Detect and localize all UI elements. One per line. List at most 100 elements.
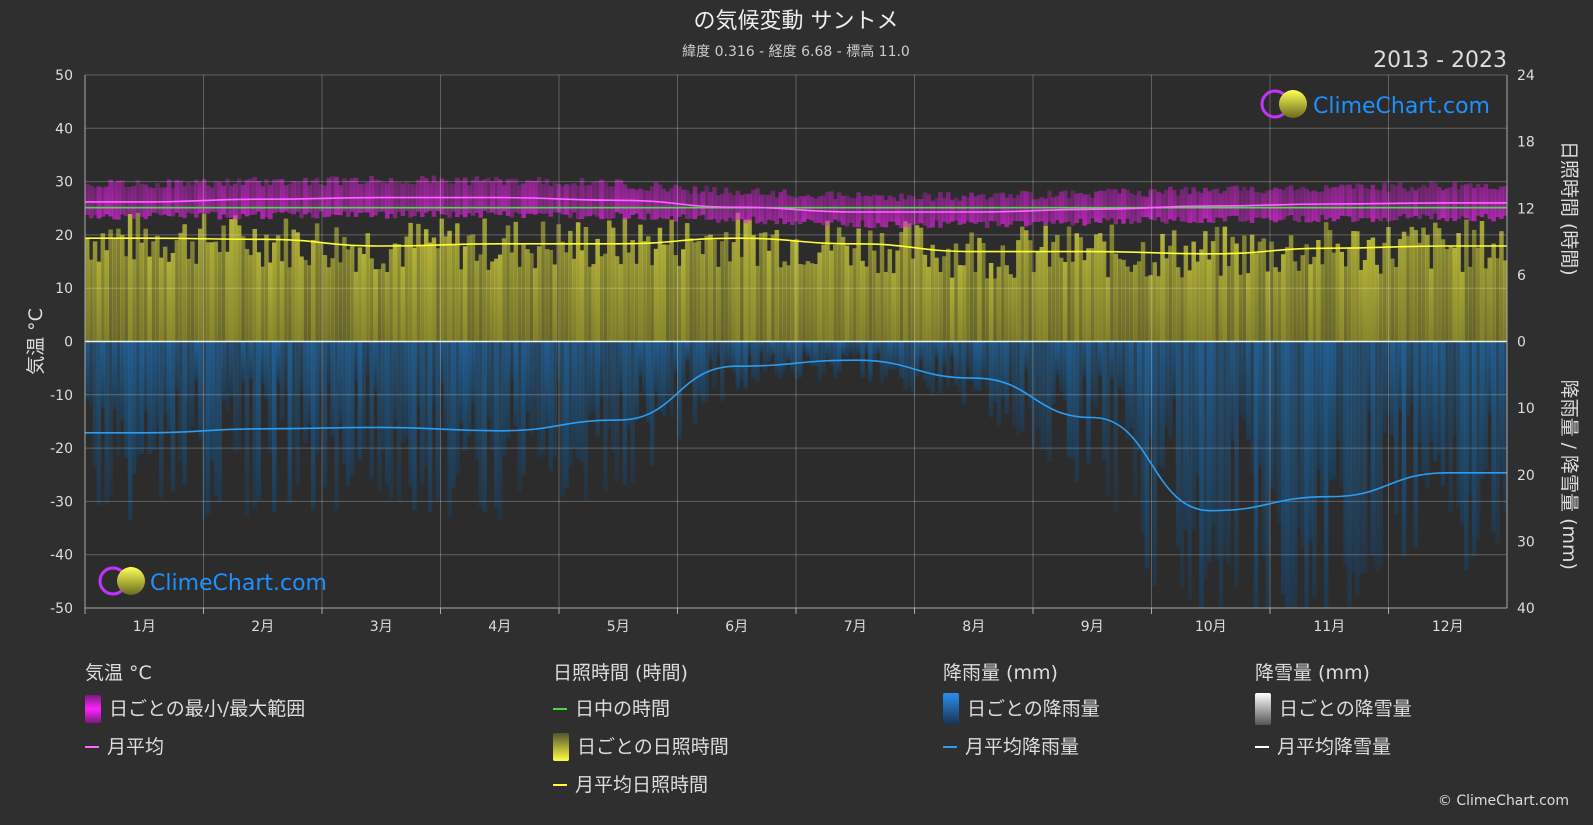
temp-range-bar bbox=[1234, 185, 1239, 216]
sunshine-bar bbox=[1281, 254, 1286, 342]
rain-bar bbox=[922, 341, 928, 382]
rain-bar bbox=[494, 341, 499, 509]
sunshine-bar bbox=[864, 266, 869, 342]
sunshine-bar bbox=[1245, 273, 1251, 342]
rain-bar bbox=[630, 341, 635, 484]
rain-bar bbox=[96, 341, 102, 506]
sunshine-bar bbox=[260, 266, 265, 342]
rain-bar bbox=[992, 341, 998, 403]
rain-bar bbox=[548, 341, 554, 471]
rain-bar bbox=[1109, 341, 1115, 380]
temp-range-bar bbox=[233, 183, 238, 220]
temp-range-bar bbox=[513, 178, 519, 213]
temp-range-bar bbox=[439, 178, 445, 215]
sunshine-bar bbox=[1347, 247, 1352, 342]
rain-bar bbox=[349, 341, 355, 475]
rain-bar bbox=[1245, 341, 1251, 440]
temp-range-bar bbox=[879, 195, 885, 227]
rain-bar bbox=[1300, 341, 1306, 547]
sunshine-bar bbox=[1078, 237, 1083, 342]
brand-text-bottom: ClimeChart.com bbox=[150, 571, 327, 596]
rain-bar bbox=[197, 341, 203, 439]
sunshine-bar bbox=[1386, 227, 1391, 342]
temp-range-bar bbox=[423, 178, 429, 213]
chart-title: の気候変動 サントメ bbox=[694, 9, 899, 34]
rain-bar bbox=[1129, 341, 1134, 429]
temp-range-bar bbox=[1358, 184, 1364, 219]
rain-bar bbox=[1242, 341, 1247, 422]
rain-bar bbox=[731, 341, 737, 372]
copyright: © ClimeChart.com bbox=[1437, 793, 1569, 809]
month-tick-label: 8月 bbox=[962, 619, 985, 635]
rain-bar bbox=[1355, 341, 1360, 595]
month-tick-label: 4月 bbox=[488, 619, 511, 635]
temp-range-bar bbox=[883, 200, 889, 228]
temp-range-bar bbox=[349, 178, 355, 212]
rain-bar bbox=[571, 341, 577, 449]
temp-range-bar bbox=[108, 179, 113, 217]
sunshine-bar bbox=[322, 255, 328, 342]
temp-range-bar bbox=[1136, 190, 1142, 223]
rain-bar bbox=[696, 341, 702, 396]
rain-bar bbox=[1448, 341, 1454, 513]
rain-bar bbox=[1136, 341, 1142, 451]
temp-range-swatch bbox=[85, 695, 101, 723]
rain-bar bbox=[1362, 341, 1368, 573]
sunshine-bar bbox=[435, 248, 441, 342]
rain-bar bbox=[190, 341, 195, 427]
sunshine-bar bbox=[704, 235, 709, 342]
sunshine-bar bbox=[942, 256, 947, 342]
rain-bar bbox=[700, 341, 706, 404]
sunshine-bar bbox=[201, 213, 207, 342]
temp-range-bar bbox=[591, 181, 596, 215]
sunshine-bar bbox=[766, 250, 772, 342]
sunshine-bar bbox=[416, 223, 421, 342]
rain-bar bbox=[634, 341, 639, 422]
month-tick-label: 2月 bbox=[251, 619, 274, 635]
sunshine-bar bbox=[809, 263, 815, 342]
rain-bar bbox=[268, 341, 273, 454]
rain-bar bbox=[139, 341, 145, 454]
rain-bar bbox=[377, 341, 382, 492]
sunshine-bar bbox=[1207, 259, 1212, 342]
temp-range-bar bbox=[871, 194, 877, 228]
rain-bar bbox=[755, 341, 760, 382]
rain-bar bbox=[233, 341, 238, 452]
sunshine-bar bbox=[610, 227, 616, 342]
sunshine-bar bbox=[638, 224, 643, 342]
sunshine-bar bbox=[439, 218, 445, 342]
rain-bar bbox=[914, 341, 920, 377]
temp-range-bar bbox=[610, 186, 616, 219]
rain-bar bbox=[186, 341, 191, 432]
temp-range-bar bbox=[1047, 190, 1052, 222]
sunshine-bar bbox=[159, 257, 164, 342]
sunshine-bar bbox=[1452, 247, 1457, 342]
temp-range-bar bbox=[996, 193, 1002, 227]
sunshine-bar bbox=[1179, 277, 1185, 342]
sunshine-bar bbox=[178, 232, 183, 342]
temp-range-bar bbox=[166, 179, 172, 217]
temp-range-bar bbox=[657, 184, 663, 218]
sunshine-bar bbox=[1475, 247, 1481, 342]
sunshine-bar bbox=[568, 230, 573, 342]
sunshine-bar bbox=[408, 222, 413, 342]
temp-range-bar bbox=[342, 178, 347, 212]
sunshine-bar bbox=[209, 242, 215, 342]
sunshine-bar bbox=[922, 254, 928, 342]
temp-range-bar bbox=[201, 179, 207, 213]
rain-bar bbox=[1471, 341, 1477, 556]
sunshine-bar bbox=[233, 215, 238, 342]
rain-bar bbox=[681, 341, 686, 388]
sunshine-bar bbox=[427, 242, 433, 342]
rain-bar bbox=[123, 341, 129, 459]
temp-range-bar bbox=[120, 180, 125, 215]
rain-bar bbox=[1347, 341, 1352, 608]
sunshine-bar bbox=[240, 236, 246, 342]
sunshine-bar bbox=[848, 265, 854, 342]
rain-bar bbox=[116, 341, 121, 456]
rain-bar bbox=[778, 341, 783, 379]
rain-bar bbox=[813, 341, 819, 367]
temp-range-bar bbox=[1168, 186, 1173, 220]
sunshine-bar bbox=[1156, 276, 1161, 342]
rain-bar bbox=[973, 341, 978, 390]
